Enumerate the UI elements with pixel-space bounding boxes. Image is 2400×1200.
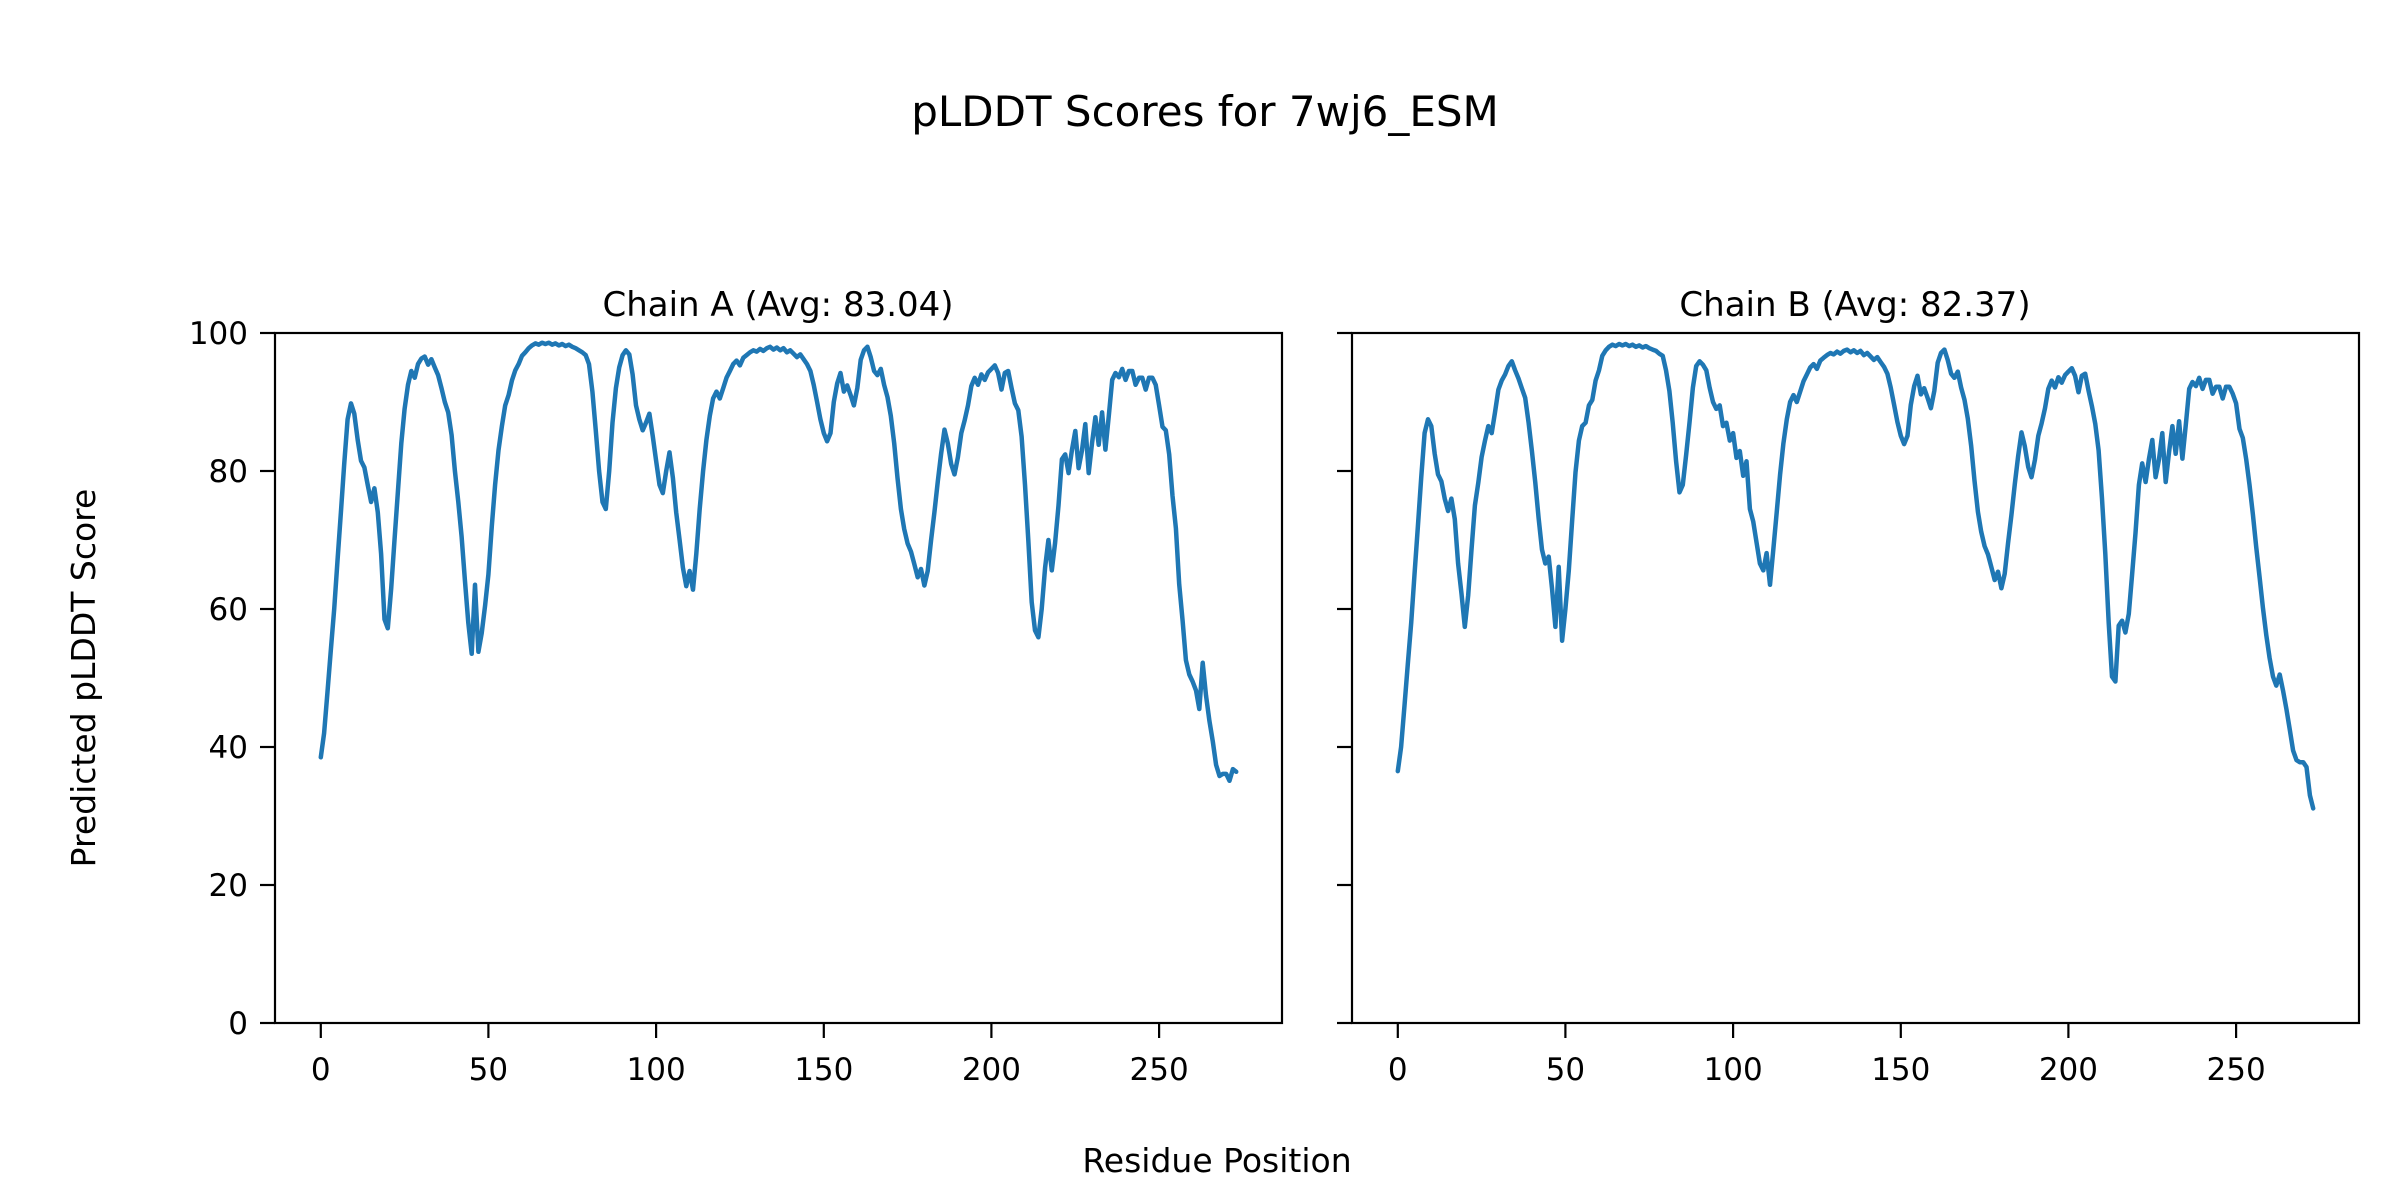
y-axis-label: Predicted pLDDT Score <box>64 489 103 868</box>
x-tick-label: 150 <box>1871 1052 1930 1088</box>
x-tick-label: 250 <box>2207 1052 2266 1088</box>
subplot-chain-a: Chain A (Avg: 83.04) 0 50 100 150 200 250 0 20 4… <box>189 285 1284 1088</box>
y-tick-label: 40 <box>209 730 248 766</box>
y-tick-label: 100 <box>189 316 248 352</box>
y-tick-label: 0 <box>228 1006 248 1042</box>
subplot-title-chain-b: Chain B (Avg: 82.37) <box>1679 285 2030 325</box>
x-axis-label: Residue Position <box>1082 1141 1351 1180</box>
axis-ticks-chain-a: 0 50 100 150 200 250 0 20 40 60 80 100 <box>189 316 1189 1088</box>
x-tick-label: 0 <box>311 1052 331 1088</box>
figure-title: pLDDT Scores for 7wj6_ESM <box>911 87 1499 136</box>
x-tick-label: 100 <box>627 1052 686 1088</box>
x-tick-label: 50 <box>469 1052 508 1088</box>
subplot-title-chain-a: Chain A (Avg: 83.04) <box>602 285 953 325</box>
plddt-line-chain-a <box>318 340 1239 784</box>
plot-frame-chain-a <box>273 331 1284 1025</box>
x-tick-label: 200 <box>2039 1052 2098 1088</box>
y-tick-label: 60 <box>209 592 248 628</box>
x-tick-label: 250 <box>1130 1052 1189 1088</box>
plddt-line-chain-b <box>1395 341 2316 811</box>
x-tick-label: 150 <box>794 1052 853 1088</box>
axis-ticks-chain-b: 0 50 100 150 200 250 <box>1337 331 2266 1088</box>
x-tick-label: 200 <box>962 1052 1021 1088</box>
y-tick-label: 20 <box>209 868 248 904</box>
plot-frame-chain-b <box>1350 331 2361 1025</box>
x-tick-label: 0 <box>1388 1052 1408 1088</box>
y-tick-label: 80 <box>209 454 248 490</box>
subplot-chain-b: Chain B (Avg: 82.37) 0 50 100 150 200 250 <box>1337 285 2361 1088</box>
x-tick-label: 100 <box>1704 1052 1763 1088</box>
x-tick-label: 50 <box>1546 1052 1585 1088</box>
